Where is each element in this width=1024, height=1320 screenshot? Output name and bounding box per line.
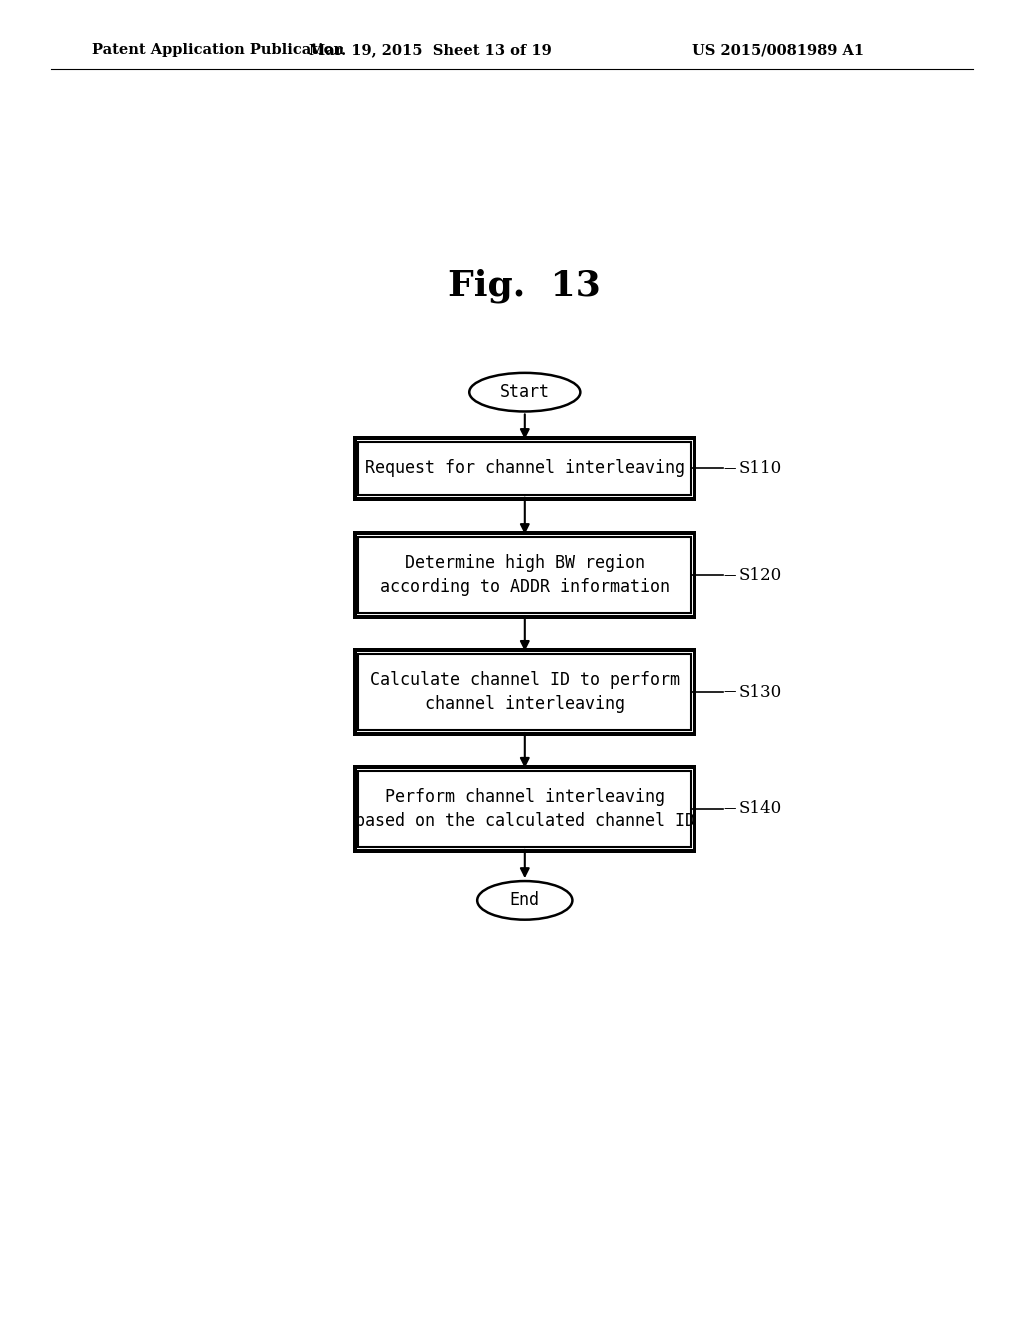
Bar: [353, 764, 696, 853]
Text: Fig.  13: Fig. 13: [449, 268, 601, 302]
Bar: [353, 531, 696, 619]
Text: Patent Application Publication: Patent Application Publication: [92, 44, 344, 57]
Ellipse shape: [477, 880, 572, 920]
Text: —: —: [723, 569, 735, 582]
Bar: [356, 652, 693, 733]
Text: S120: S120: [739, 566, 782, 583]
Text: Request for channel interleaving: Request for channel interleaving: [365, 459, 685, 478]
Bar: [353, 648, 696, 737]
Text: —: —: [723, 803, 735, 816]
Bar: [358, 771, 691, 847]
Text: Calculate channel ID to perform
channel interleaving: Calculate channel ID to perform channel …: [370, 671, 680, 713]
Text: Determine high BW region
according to ADDR information: Determine high BW region according to AD…: [380, 554, 670, 595]
Text: S140: S140: [739, 800, 782, 817]
Bar: [356, 768, 693, 849]
Text: S130: S130: [739, 684, 782, 701]
Bar: [353, 436, 696, 500]
Bar: [356, 440, 693, 496]
Text: Mar. 19, 2015  Sheet 13 of 19: Mar. 19, 2015 Sheet 13 of 19: [308, 44, 552, 57]
Bar: [356, 535, 693, 615]
Text: End: End: [510, 891, 540, 909]
Bar: [358, 653, 691, 730]
Text: US 2015/0081989 A1: US 2015/0081989 A1: [692, 44, 864, 57]
Bar: [358, 537, 691, 614]
Text: S110: S110: [739, 459, 782, 477]
Ellipse shape: [469, 372, 581, 412]
Text: Start: Start: [500, 383, 550, 401]
Bar: [358, 442, 691, 495]
Text: —: —: [723, 462, 735, 475]
Text: —: —: [723, 685, 735, 698]
Text: Perform channel interleaving
based on the calculated channel ID: Perform channel interleaving based on th…: [354, 788, 695, 830]
